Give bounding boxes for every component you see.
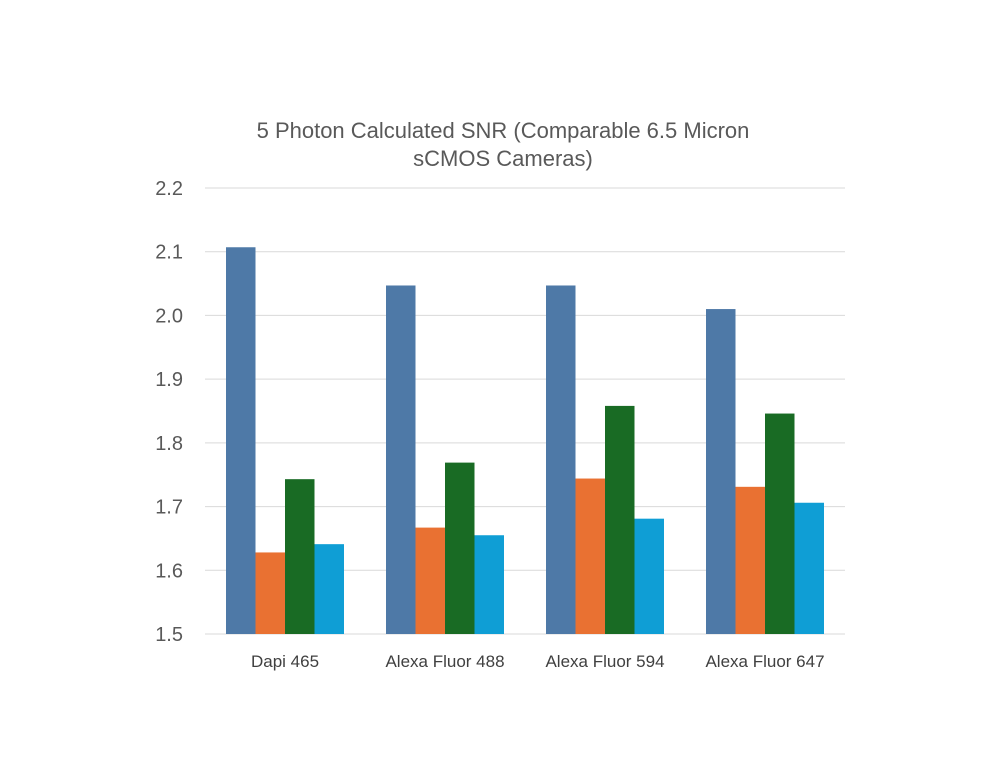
bar-series-2-alexa-fluor-488: [415, 527, 445, 634]
bar-series-2-alexa-fluor-647: [735, 486, 765, 634]
y-tick-label: 1.7: [155, 497, 183, 519]
bar-series-2-alexa-fluor-594: [575, 478, 605, 634]
bar-series-1-alexa-fluor-488: [386, 285, 416, 634]
bar-series-1-dapi-465: [226, 247, 256, 635]
bar-series-3-dapi-465: [285, 479, 315, 634]
x-axis-categories: Dapi 465 Alexa Fluor 488 Alexa Fluor 594 Al…: [251, 652, 825, 671]
y-tick-label: 2.1: [155, 242, 183, 264]
chart-title-line-1: 5 Photon Calculated SNR (Comparable 6.5 …: [257, 118, 750, 143]
y-tick-label: 2.2: [155, 178, 183, 200]
y-tick-label: 1.9: [155, 369, 183, 391]
bar-series-4-dapi-465: [314, 544, 344, 634]
x-category-label: Dapi 465: [251, 652, 319, 671]
chart-title-line-2: sCMOS Cameras): [413, 146, 593, 171]
y-tick-label: 2.0: [155, 305, 183, 327]
bar-series-1-alexa-fluor-594: [546, 285, 576, 634]
y-tick-label: 1.6: [155, 560, 183, 582]
bar-series-2-dapi-465: [255, 552, 285, 634]
y-axis-ticks: 1.5 1.6 1.7 1.8 1.9 2.0 2.1 2.2: [155, 178, 183, 646]
bar-series-1-alexa-fluor-647: [706, 309, 736, 634]
bars: [226, 247, 824, 635]
bar-series-3-alexa-fluor-647: [765, 413, 795, 634]
y-tick-label: 1.8: [155, 433, 183, 455]
x-category-label: Alexa Fluor 488: [385, 652, 504, 671]
bar-series-4-alexa-fluor-647: [794, 502, 824, 634]
y-tick-label: 1.5: [155, 624, 183, 646]
bar-series-4-alexa-fluor-594: [634, 518, 664, 634]
x-category-label: Alexa Fluor 594: [545, 652, 664, 671]
bar-series-3-alexa-fluor-594: [605, 405, 635, 634]
bar-series-3-alexa-fluor-488: [445, 462, 475, 634]
bar-series-4-alexa-fluor-488: [474, 535, 504, 634]
x-category-label: Alexa Fluor 647: [705, 652, 824, 671]
